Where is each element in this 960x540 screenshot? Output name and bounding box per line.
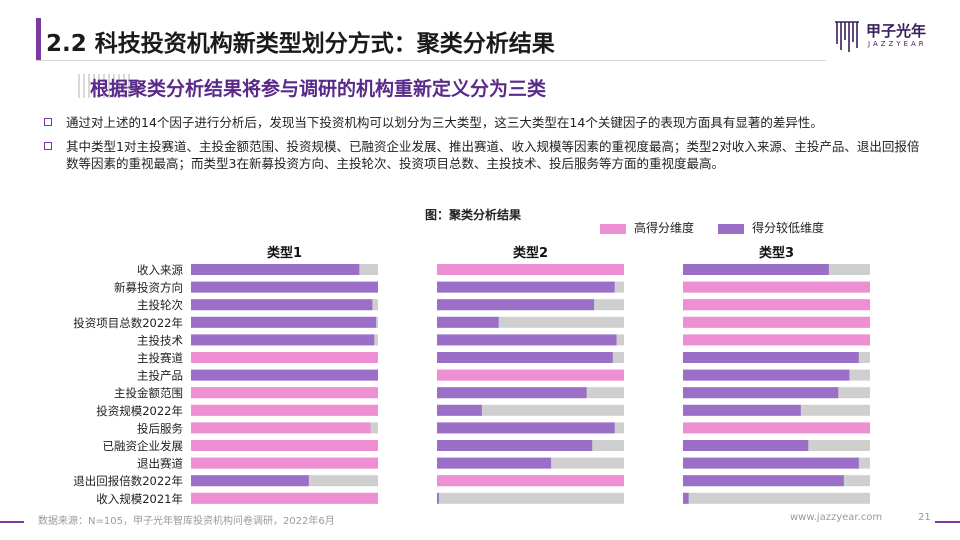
category-label: 投资项目总数2022年 — [73, 316, 183, 330]
bar-track — [437, 492, 624, 504]
bar — [683, 299, 870, 311]
logo-subtext: JAZZYEAR — [868, 40, 927, 48]
category-label: 投后服务 — [137, 421, 183, 435]
title-accent-bar — [36, 18, 41, 60]
bar — [191, 334, 375, 346]
bar — [191, 369, 378, 381]
bar — [683, 475, 844, 487]
bar — [437, 316, 499, 328]
bar — [191, 492, 378, 504]
bar — [683, 334, 870, 346]
bullet-square-icon — [44, 142, 52, 150]
bar-track — [437, 404, 624, 416]
bar — [683, 404, 801, 416]
bar — [437, 369, 624, 381]
footer-accent-left — [0, 521, 24, 523]
legend-swatch-low — [718, 224, 744, 234]
figure-title: 图：聚类分析结果 — [425, 208, 522, 222]
bar — [437, 299, 595, 311]
bar — [683, 281, 870, 293]
category-label: 主投技术 — [137, 333, 183, 347]
bar — [191, 457, 378, 469]
category-label: 主投金额范围 — [114, 386, 183, 400]
bar — [683, 316, 870, 328]
section-subtitle: 根据聚类分析结果将参与调研的机构重新定义分为三类 — [90, 78, 547, 100]
bar — [683, 352, 859, 363]
footer-accent-right — [935, 521, 960, 523]
bar — [683, 492, 689, 504]
bar — [437, 264, 624, 275]
bar — [437, 404, 482, 416]
bar — [191, 316, 377, 328]
page-number: 21 — [918, 512, 931, 523]
category-label: 收入来源 — [137, 263, 183, 277]
category-label: 主投赛道 — [137, 351, 183, 365]
category-label: 新募投资方向 — [114, 281, 183, 295]
bar — [683, 422, 870, 434]
logo-mark-icon — [835, 21, 859, 52]
page-title: 2.2 科技投资机构新类型划分方式：聚类分析结果 — [46, 31, 555, 57]
brand-logo: 甲子光年 JAZZYEAR — [834, 18, 944, 54]
bar — [437, 387, 587, 399]
bar — [683, 264, 829, 275]
website-url: www.jazzyear.com — [790, 512, 883, 523]
bullet-square-icon — [44, 118, 52, 126]
panel-title: 类型2 — [513, 245, 548, 261]
bar — [437, 440, 593, 451]
bar — [683, 440, 809, 451]
category-label: 退出回报倍数2022年 — [73, 474, 183, 488]
category-label: 主投产品 — [137, 369, 183, 383]
legend-label-high: 高得分维度 — [634, 221, 695, 235]
bar — [437, 422, 615, 434]
subtitle-block: 根据聚类分析结果将参与调研的机构重新定义分为三类 — [40, 72, 560, 100]
bar-track — [437, 316, 624, 328]
bar — [191, 387, 378, 399]
bar — [191, 299, 373, 311]
bar — [437, 281, 615, 293]
panel-title: 类型1 — [267, 245, 302, 261]
title-divider — [36, 60, 826, 61]
bar — [683, 387, 839, 399]
bar — [191, 264, 360, 275]
category-label: 主投轮次 — [137, 298, 183, 312]
bar-track — [683, 492, 870, 504]
bar — [437, 352, 613, 363]
bar — [191, 440, 378, 451]
data-source: 数据来源：N=105，甲子光年智库投资机构问卷调研，2022年6月 — [38, 516, 335, 527]
bar — [437, 457, 552, 469]
category-label: 退出赛道 — [137, 457, 183, 471]
bullet-text: 通过对上述的14个因子进行分析后，发现当下投资机构可以划分为三大类型，这三大类型… — [66, 115, 823, 130]
bar — [437, 492, 439, 504]
bar — [437, 475, 624, 487]
category-label: 投资规模2022年 — [96, 404, 183, 418]
bullet-text: 其中类型1对主投赛道、主投金额范围、投资规模、已融资企业发展、推出赛道、收入规模… — [66, 139, 920, 171]
panel-title: 类型3 — [759, 245, 794, 261]
bar — [191, 352, 378, 363]
legend-label-low: 得分较低维度 — [752, 221, 825, 235]
bar — [191, 281, 378, 293]
bar — [191, 404, 378, 416]
category-label: 已融资企业发展 — [103, 439, 184, 453]
logo-text: 甲子光年 — [866, 22, 927, 40]
category-label: 收入规模2021年 — [96, 492, 183, 506]
legend-swatch-high — [600, 224, 626, 234]
bar — [191, 422, 371, 434]
bar — [437, 334, 617, 346]
bar — [191, 475, 309, 487]
bar — [683, 369, 850, 381]
subtitle-decoration — [78, 74, 130, 98]
bar — [683, 457, 859, 469]
